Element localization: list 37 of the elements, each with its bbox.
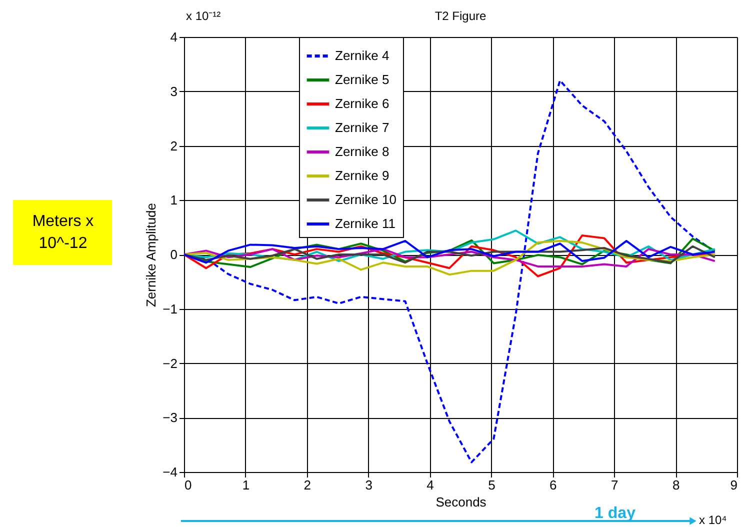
x-tick-label: 5 <box>488 478 496 492</box>
line-series <box>183 245 716 264</box>
x-tick-label: 8 <box>672 478 680 492</box>
legend-label: Zernike 9 <box>335 168 390 183</box>
y-tick-label: −2 <box>162 356 178 371</box>
legend-label: Zernike 5 <box>335 72 390 87</box>
text: x 10⁻¹² <box>186 9 221 23</box>
y-axis-title: Zernike Amplitude <box>144 202 159 308</box>
y-tick-label: 4 <box>170 30 178 44</box>
y-tick-label: −4 <box>162 464 178 480</box>
y-tick-label: 0 <box>170 247 178 262</box>
y-tick-label: 2 <box>170 138 178 154</box>
x-tick-label: 7 <box>610 478 618 492</box>
x-tick-label: 0 <box>184 478 192 492</box>
legend-label: Zernike 4 <box>335 48 390 63</box>
x-axis-title: Seconds <box>436 494 487 510</box>
legend-label: Zernike 10 <box>335 192 396 207</box>
y-tick-label: −1 <box>162 301 178 316</box>
text: Meters x 10^-12 <box>32 213 94 252</box>
x-tick-label: 3 <box>365 478 372 492</box>
y-tick-label: 1 <box>170 192 178 208</box>
legend-label: Zernike 7 <box>335 120 390 135</box>
y-tick-label: −3 <box>162 410 178 426</box>
line-series <box>183 248 716 268</box>
x-tick-label: 2 <box>304 478 312 492</box>
chart-title: T2 Figure <box>434 9 486 23</box>
x-tick-label: 6 <box>550 478 557 492</box>
x-tick-label: 9 <box>730 478 738 492</box>
legend-label: Zernike 11 <box>335 216 396 231</box>
x-tick-label: 1 <box>242 478 250 492</box>
line-series <box>183 240 716 276</box>
text: 1 day <box>594 505 636 522</box>
legend-label: Zernike 8 <box>335 144 390 159</box>
x-tick-label: 4 <box>426 478 434 492</box>
text: x 10⁴ <box>699 513 727 527</box>
legend-label: Zernike 6 <box>335 96 390 111</box>
y-tick-label: 3 <box>170 84 178 99</box>
